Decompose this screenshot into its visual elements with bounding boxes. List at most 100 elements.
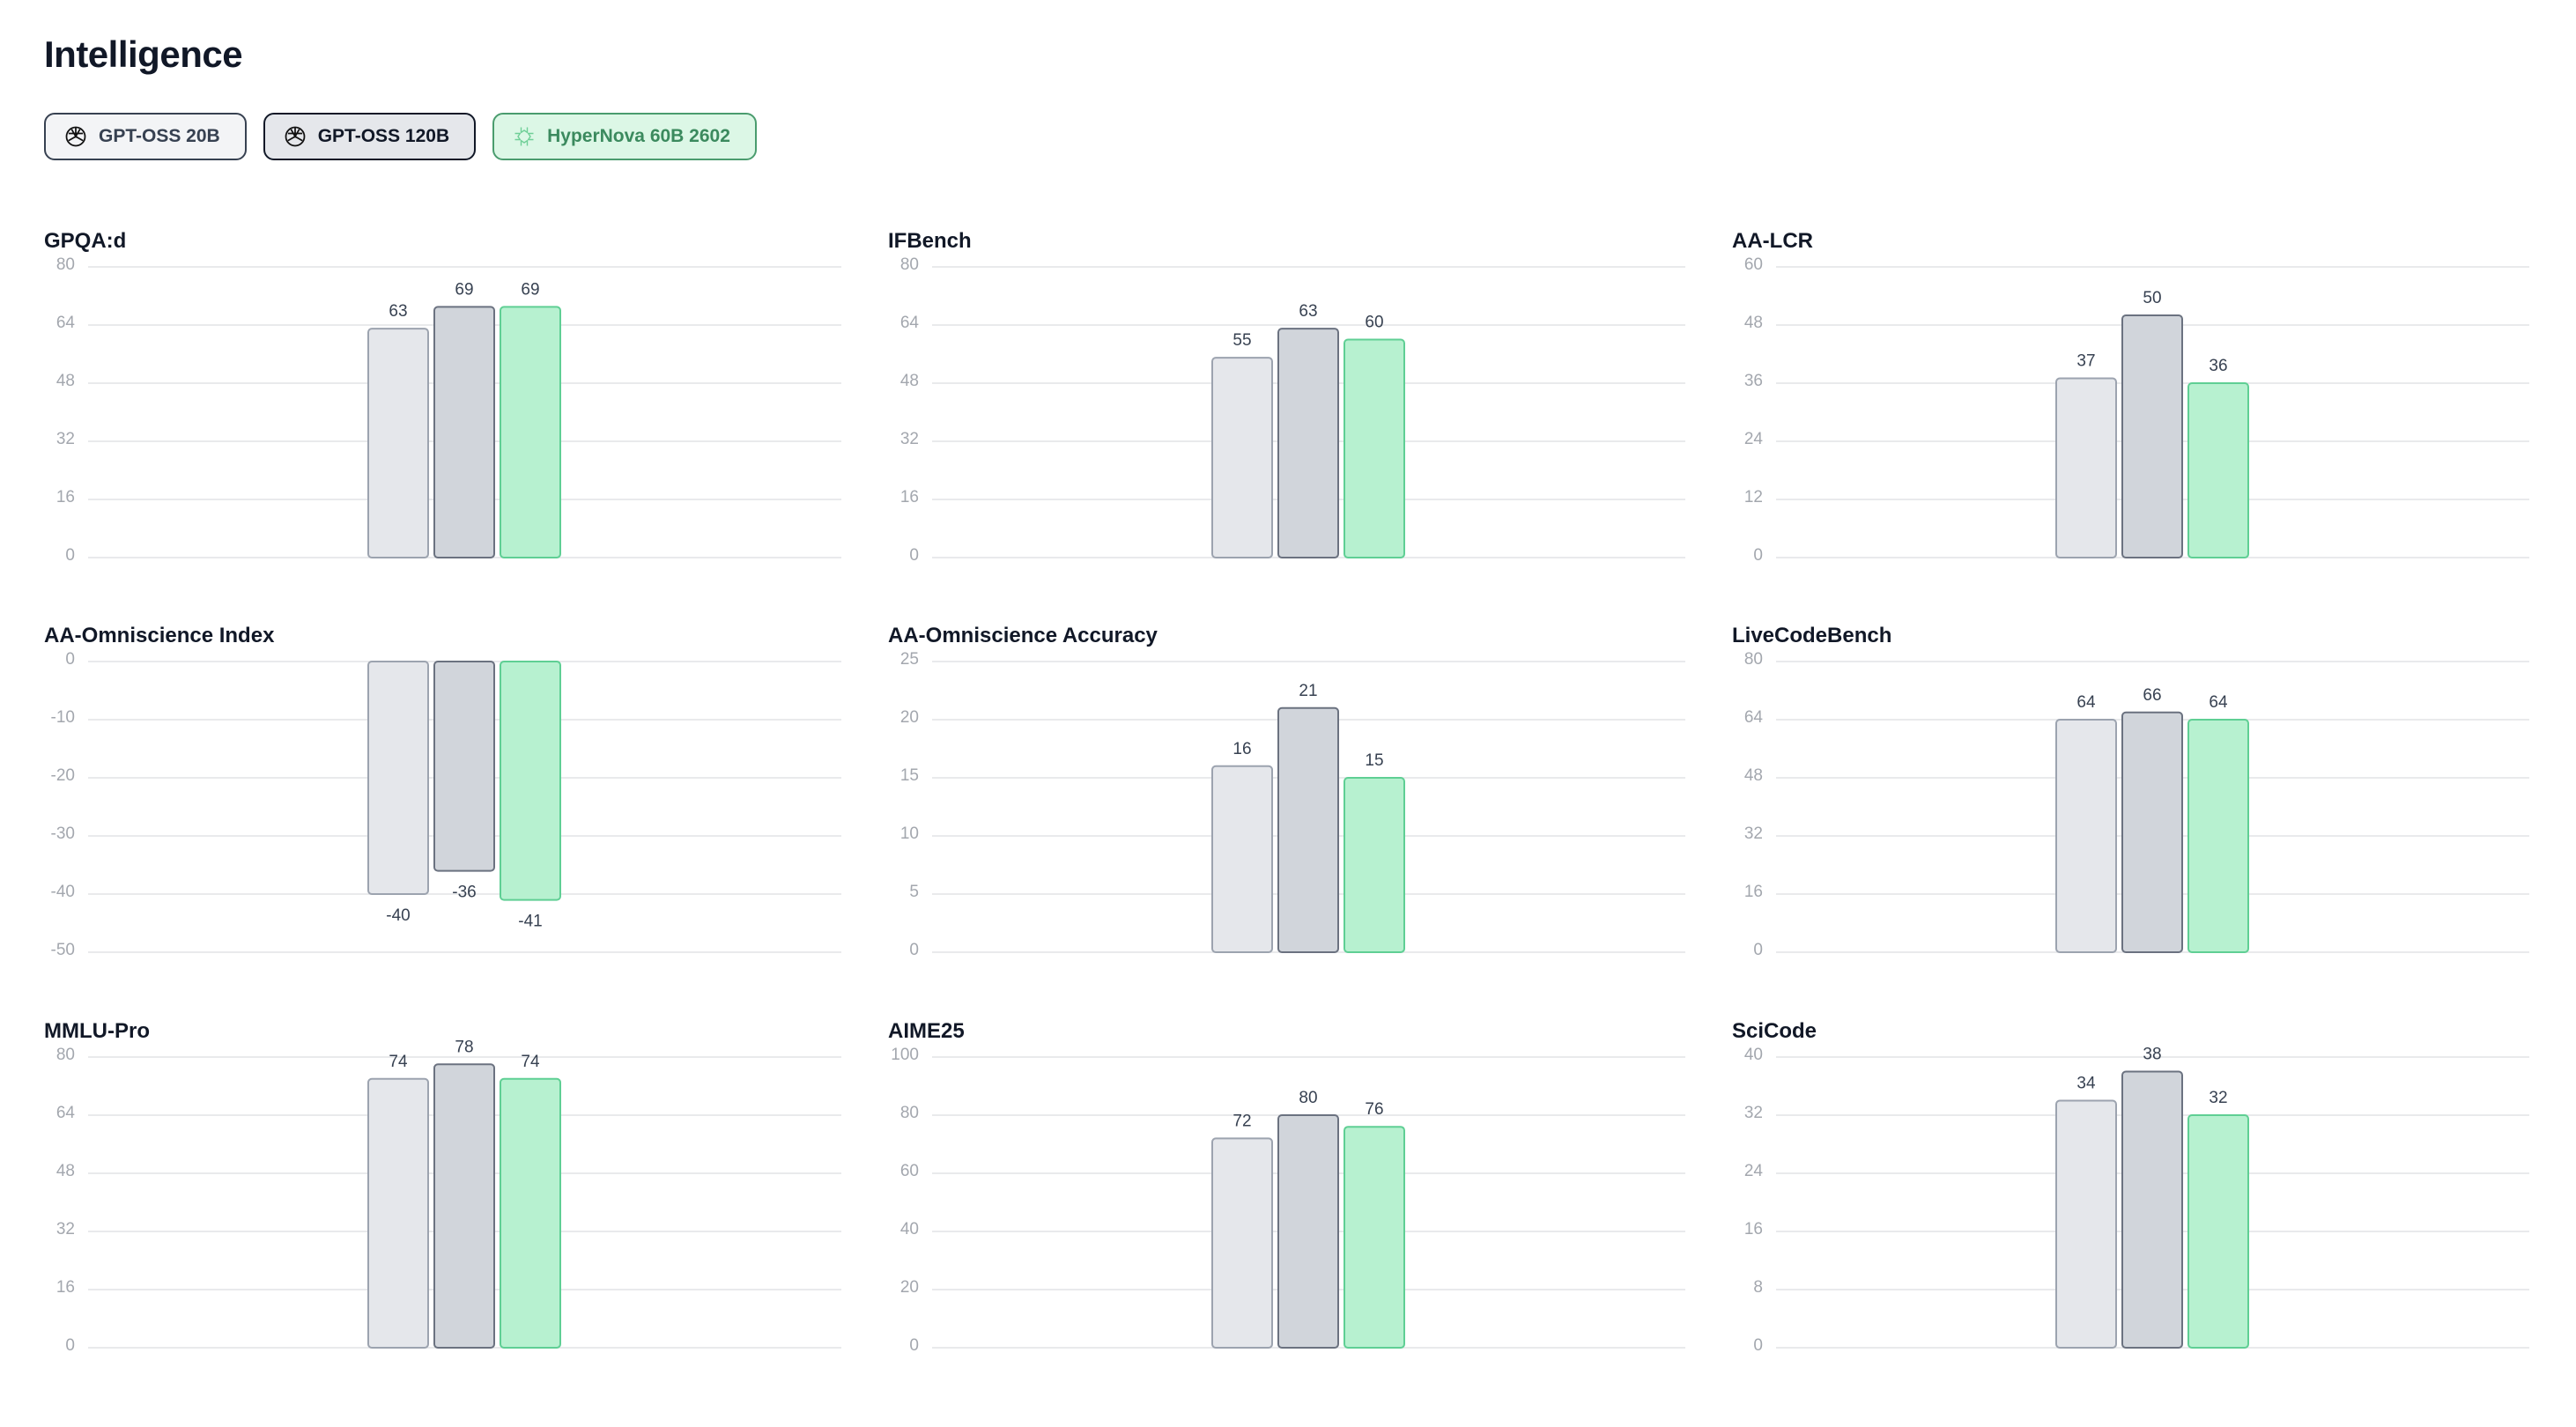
y-tick-label: -10 [51,708,75,727]
bar-3[interactable] [2187,719,2249,953]
y-tick-label: 15 [900,766,919,785]
bar-3[interactable] [1344,777,1405,953]
hypernova-logo-icon [512,124,537,149]
y-tick-label: 32 [56,1220,75,1238]
legend-label: GPT-OSS 120B [317,126,450,146]
legend-item-2[interactable]: GPT-OSS 120B [263,113,477,160]
bar-3[interactable] [2187,382,2249,558]
bar-3[interactable] [500,661,561,901]
chart-title: SciCode [1732,1019,1817,1043]
bar-value-label: 55 [1232,331,1251,350]
y-tick-label: 10 [900,824,919,843]
bar-value-label: 32 [2209,1089,2227,1107]
y-tick-label: 40 [900,1220,919,1238]
bar-value-label: 38 [2143,1046,2161,1064]
bar-value-label: 74 [389,1053,408,1071]
y-tick-label: 48 [1744,314,1763,332]
legend-item-3[interactable]: HyperNova 60B 2602 [492,113,757,160]
bar-3[interactable] [500,1077,561,1349]
y-tick-label: 32 [1744,824,1763,843]
y-tick-label: -40 [51,883,75,901]
chart-2: AA-LCR 60 48 36 24 12 0 37 50 36 [1732,229,2534,617]
y-tick-label: 32 [900,430,919,448]
bar-2[interactable] [2121,711,2183,953]
y-tick-label: -30 [51,824,75,843]
bar-2[interactable] [2121,314,2183,558]
y-tick-label: 25 [900,650,919,669]
y-tick-label: 80 [900,255,919,274]
y-tick-label: 0 [65,1336,75,1355]
bar-1[interactable] [367,1077,429,1349]
y-tick-label: 0 [909,1336,919,1355]
bar-3[interactable] [1344,1126,1405,1349]
y-tick-label: 64 [900,314,920,332]
bar-1[interactable] [1211,357,1273,558]
bar-value-label: -40 [386,906,410,925]
y-tick-label: 0 [909,546,919,565]
chart-title: AA-Omniscience Index [44,624,275,647]
chart-8: SciCode 40 32 24 16 8 0 34 38 32 [1732,1019,2534,1407]
bar-value-label: 64 [2209,693,2228,712]
y-tick-label: 5 [909,883,919,901]
bar-value-label: 72 [1232,1112,1251,1130]
y-tick-label: 16 [56,1278,75,1297]
y-tick-label: 24 [1744,430,1764,448]
chart-0: GPQA:d 80 64 48 32 16 0 63 69 69 [44,229,846,617]
bar-2[interactable] [433,661,495,872]
y-tick-label: 0 [1753,546,1763,565]
bar-1[interactable] [2055,377,2117,558]
y-tick-label: -20 [51,766,75,785]
legend-label: HyperNova 60B 2602 [547,126,730,146]
bar-3[interactable] [1344,338,1405,558]
bar-value-label: 21 [1299,682,1317,700]
chart-title: AA-Omniscience Accuracy [888,624,1158,647]
y-tick-label: 80 [1744,650,1763,669]
y-tick-label: 12 [1744,488,1763,506]
bar-value-label: 15 [1365,751,1383,770]
y-tick-label: 64 [1744,708,1764,727]
chart-6: MMLU-Pro 80 64 48 32 16 0 74 78 74 [44,1019,846,1407]
y-tick-label: 60 [900,1162,919,1180]
y-tick-label: 32 [1744,1104,1763,1122]
bar-1[interactable] [2055,719,2117,953]
y-tick-label: 64 [56,314,76,332]
y-tick-label: 80 [56,255,75,274]
bar-value-label: 37 [2076,352,2095,371]
bar-1[interactable] [1211,1137,1273,1349]
bar-value-label: 50 [2143,289,2161,307]
bar-2[interactable] [2121,1070,2183,1349]
bar-2[interactable] [433,306,495,558]
y-tick-label: 16 [1744,883,1763,901]
bar-2[interactable] [1277,328,1339,558]
bar-1[interactable] [367,328,429,558]
legend-item-1[interactable]: GPT-OSS 20B [44,113,247,160]
chart-7: AIME25 100 80 60 40 20 0 72 80 76 [888,1019,1690,1407]
y-tick-label: 16 [56,488,75,506]
legend-label: GPT-OSS 20B [99,126,220,146]
bar-1[interactable] [1211,765,1273,953]
bar-2[interactable] [433,1063,495,1349]
bar-1[interactable] [367,661,429,895]
chart-title: AA-LCR [1732,229,1813,253]
openai-logo-icon [63,124,88,149]
y-tick-label: 0 [1753,941,1763,959]
bar-3[interactable] [500,306,561,558]
y-tick-label: 48 [56,372,75,390]
bar-2[interactable] [1277,706,1339,954]
y-tick-label: 48 [56,1162,75,1180]
bar-value-label: 63 [389,302,407,321]
y-tick-label: 8 [1753,1278,1763,1297]
bar-value-label: 60 [1365,314,1383,332]
chart-title: IFBench [888,229,972,253]
bar-3[interactable] [2187,1114,2249,1349]
y-tick-label: 20 [900,708,919,727]
bar-value-label: -41 [518,913,542,931]
chart-1: IFBench 80 64 48 32 16 0 55 63 60 [888,229,1690,617]
bar-value-label: 80 [1299,1089,1317,1107]
bar-value-label: 78 [455,1038,473,1056]
bar-1[interactable] [2055,1099,2117,1349]
bar-2[interactable] [1277,1114,1339,1349]
bar-value-label: 64 [2076,693,2096,712]
y-tick-label: 0 [909,941,919,959]
chart-title: AIME25 [888,1019,965,1043]
